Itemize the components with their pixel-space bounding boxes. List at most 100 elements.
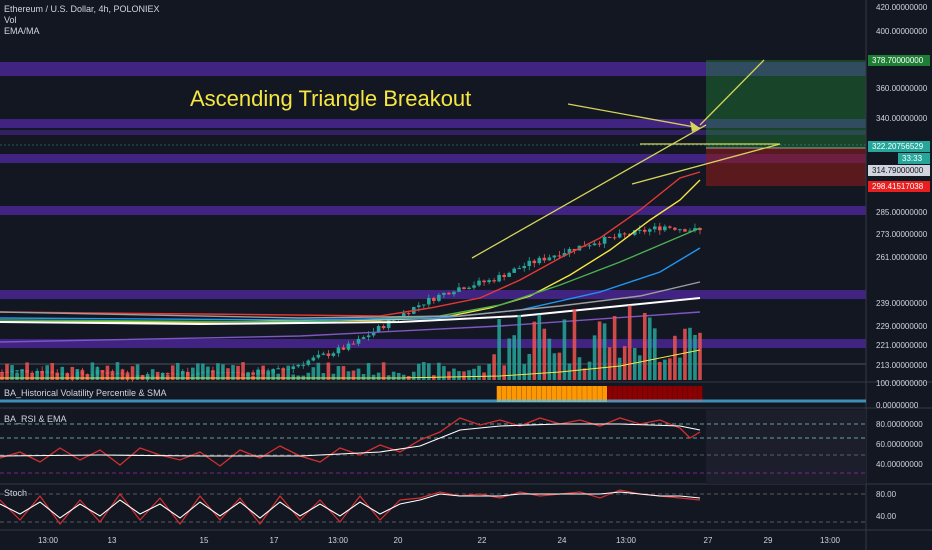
volatility-bar	[687, 386, 693, 402]
volatility-bar	[511, 386, 517, 402]
volume-bar	[688, 327, 692, 380]
arrow-head	[690, 121, 700, 132]
candle-body	[567, 248, 572, 253]
volume-bar	[376, 372, 381, 380]
volume-bar	[427, 363, 431, 380]
symbol-title[interactable]: Ethereum / U.S. Dollar, 4h, POLONIEX	[4, 4, 160, 14]
volatility-bar	[627, 386, 633, 402]
volume-bar	[617, 357, 622, 380]
stoch-d	[0, 491, 701, 519]
zone-224	[0, 339, 866, 348]
long-target-line	[699, 59, 765, 126]
candle-body	[537, 257, 542, 264]
candle-body	[301, 364, 306, 366]
volatility-bar	[617, 386, 623, 402]
candle-body	[597, 243, 602, 245]
volume-bar	[211, 370, 215, 380]
volume-bar	[607, 347, 612, 380]
stoch-legend[interactable]: Stoch	[4, 488, 28, 498]
trendlines	[471, 59, 781, 259]
candle-body	[663, 226, 667, 231]
volume-bar	[512, 335, 517, 380]
volume-bar	[105, 365, 110, 380]
candle-body	[632, 230, 637, 235]
candle-body	[185, 371, 190, 376]
candle-body	[653, 226, 657, 230]
volume-bar	[351, 370, 356, 380]
volume-ma	[0, 349, 701, 379]
price-axis-label: 239.00000000	[876, 299, 928, 308]
price-axis-label: 340.00000000	[876, 114, 928, 123]
price-axis-label: 285.00000000	[876, 208, 928, 217]
price-axis-label: 221.00000000	[876, 341, 928, 350]
volume-bar	[336, 366, 341, 380]
volume-bar	[532, 321, 537, 380]
volume-bar	[70, 366, 75, 380]
rsi-line	[0, 417, 701, 467]
volume-bar	[120, 369, 125, 380]
candle-body	[40, 370, 44, 374]
volume-bar	[472, 368, 476, 380]
candle-body	[492, 280, 496, 282]
volume-legend[interactable]: Vol	[4, 15, 17, 25]
rsi-legend[interactable]: BA_RSI & EMA	[4, 414, 67, 424]
volatility-bar	[541, 386, 547, 402]
volume-bar	[135, 364, 140, 380]
candle-body	[572, 248, 577, 251]
time-axis-label: 13:00	[615, 536, 637, 545]
volume-bar	[180, 370, 185, 380]
volume-bar	[271, 370, 275, 380]
volume-bar	[256, 370, 260, 380]
volatility-bar	[516, 386, 522, 402]
time-axis-label: 24	[557, 536, 567, 545]
candle-body	[311, 357, 316, 361]
volatility-bar	[506, 386, 512, 402]
ma-purple	[0, 311, 701, 343]
candle-body	[432, 298, 436, 301]
volume-bar	[678, 357, 682, 380]
rsi-axis-label: 40.00000000	[876, 460, 923, 469]
zone-318	[0, 154, 866, 163]
volume-bar	[371, 374, 376, 380]
zone-345	[0, 119, 866, 128]
volatility-legend[interactable]: BA_Historical Volatility Percentile & SM…	[4, 388, 167, 398]
time-axis-label: 29	[763, 536, 773, 545]
time-axis-label: 15	[199, 536, 209, 545]
candle-body	[376, 326, 381, 332]
volume-bar	[221, 364, 225, 380]
candle-body	[296, 364, 301, 367]
volume-bar	[175, 362, 180, 380]
candle-body	[427, 298, 431, 305]
volume-bar	[291, 374, 296, 380]
candle-body	[457, 287, 461, 292]
candle-body	[683, 229, 687, 232]
chart-annotation[interactable]: Ascending Triangle Breakout	[190, 86, 472, 111]
price-axis-label: 273.00000000	[876, 230, 928, 239]
volume-bar	[557, 352, 562, 380]
countdown-tag: 33:33	[898, 153, 930, 164]
volatility-bar	[672, 386, 678, 402]
candle-body	[517, 268, 522, 270]
candle-body	[371, 331, 376, 336]
candle-body	[688, 230, 692, 232]
volatility-bar	[562, 386, 567, 402]
volatility-bar	[652, 386, 658, 402]
candle-body	[416, 305, 421, 308]
volume-bar	[627, 305, 632, 380]
volume-bar	[326, 362, 331, 380]
volume-bar	[497, 319, 501, 380]
volume-bar	[416, 363, 421, 380]
candle-body	[346, 343, 351, 350]
ema-ma-legend[interactable]: EMA/MA	[4, 26, 40, 36]
volume-bar	[457, 371, 461, 380]
rsi-ema	[0, 423, 701, 457]
volume-bar	[668, 358, 672, 380]
time-axis-label: 22	[477, 536, 487, 545]
volume-bar	[115, 362, 120, 380]
candle-body	[341, 347, 346, 350]
volume-bar	[60, 366, 65, 380]
volume-bar	[542, 328, 547, 380]
volatility-bar	[592, 386, 597, 402]
volatility-bar	[567, 386, 572, 402]
